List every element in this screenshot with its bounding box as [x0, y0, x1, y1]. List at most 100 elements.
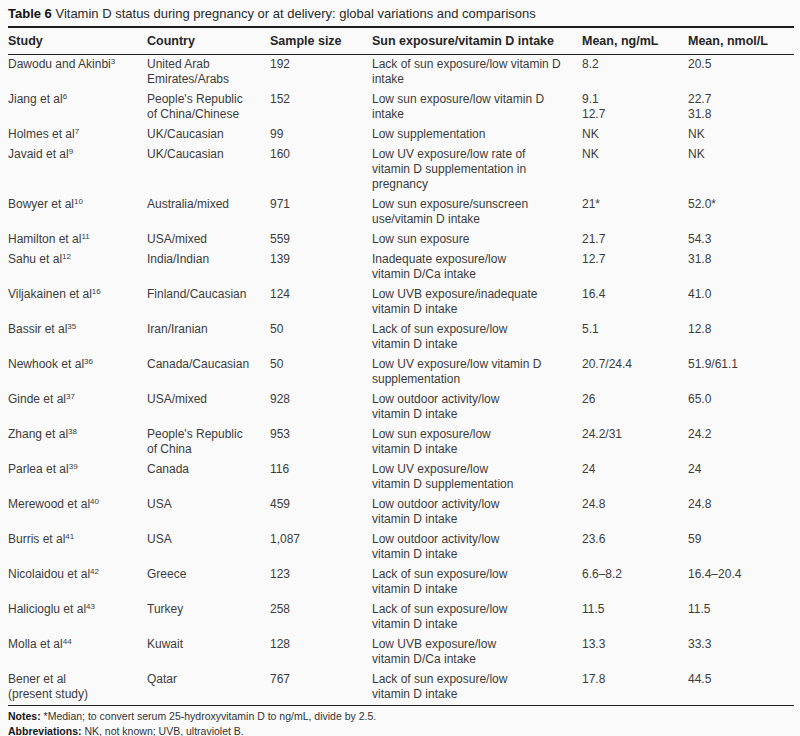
- study-name: Newhook et al: [8, 357, 84, 371]
- mean-nmol-cell: 52.0*: [688, 195, 794, 230]
- table-row: Viljakainen et al16 Finland/Caucasian 12…: [8, 285, 794, 320]
- study-reference-superscript: 44: [63, 637, 72, 646]
- column-header-mean-nmol: Mean, nmol/L: [688, 27, 794, 55]
- sun-exposure-cell: Lack of sun exposure/low vitamin D intak…: [372, 565, 582, 600]
- study-reference-superscript: 9: [69, 147, 73, 156]
- column-header-country: Country: [147, 27, 270, 55]
- sample-size-cell: 459: [270, 495, 372, 530]
- study-reference-superscript: 42: [90, 567, 99, 576]
- study-name: Zhang et al: [8, 427, 68, 441]
- sample-size-cell: 152: [270, 90, 372, 125]
- sun-exposure-cell: Low outdoor activity/low vitamin D intak…: [372, 390, 582, 425]
- sample-size-cell: 971: [270, 195, 372, 230]
- notes-text: *Median; to convert serum 25-hydroxyvita…: [41, 710, 377, 722]
- study-reference-superscript: 43: [86, 602, 95, 611]
- study-name: Parlea et al: [8, 462, 69, 476]
- table-header: Study Country Sample size Sun exposure/v…: [8, 27, 794, 55]
- table-number-label: Table 6: [8, 6, 52, 21]
- study-cell: Nicolaidou et al42: [8, 565, 147, 600]
- country-cell: Canada/Caucasian: [147, 355, 270, 390]
- study-name: Bowyer et al: [8, 197, 74, 211]
- vitamin-d-status-table: Study Country Sample size Sun exposure/v…: [8, 26, 794, 706]
- study-name: Jiang et al: [8, 92, 63, 106]
- paper-page: Table 6 Vitamin D status during pregnanc…: [0, 0, 800, 736]
- study-reference-superscript: 11: [81, 232, 89, 241]
- study-name: Bassir et al: [8, 322, 67, 336]
- mean-nmol-cell: 51.9/61.1: [688, 355, 794, 390]
- mean-nmol-cell: 54.3: [688, 230, 794, 250]
- country-cell: UK/Caucasian: [147, 125, 270, 145]
- study-name: Sahu et al: [8, 252, 62, 266]
- abbreviations-label: Abbreviations:: [8, 725, 82, 736]
- mean-ng-cell: 12.7: [582, 250, 688, 285]
- study-cell: Jiang et al6: [8, 90, 147, 125]
- country-cell: Turkey: [147, 600, 270, 635]
- sample-size-cell: 1,087: [270, 530, 372, 565]
- mean-nmol-cell: 44.5: [688, 670, 794, 706]
- study-cell: Dawodu and Akinbi3: [8, 55, 147, 91]
- sun-exposure-cell: Low outdoor activity/low vitamin D intak…: [372, 495, 582, 530]
- mean-ng-cell: NK: [582, 125, 688, 145]
- mean-ng-cell: 24: [582, 460, 688, 495]
- table-row: Merewood et al40 USA 459 Low outdoor act…: [8, 495, 794, 530]
- mean-nmol-cell: 59: [688, 530, 794, 565]
- study-cell: Halicioglu et al43: [8, 600, 147, 635]
- sun-exposure-cell: Low UV exposure/low vitamin D supplement…: [372, 355, 582, 390]
- country-cell: USA/mixed: [147, 390, 270, 425]
- mean-ng-cell: 21*: [582, 195, 688, 230]
- study-reference-superscript: 39: [69, 462, 78, 471]
- sun-exposure-cell: Low UV exposure/low rate of vitamin D su…: [372, 145, 582, 195]
- mean-ng-cell: 6.6–8.2: [582, 565, 688, 600]
- study-name: Bener et al (present study): [8, 672, 88, 701]
- country-cell: Greece: [147, 565, 270, 600]
- table-row: Hamilton et al11 USA/mixed 559 Low sun e…: [8, 230, 794, 250]
- study-reference-superscript: 35: [67, 322, 76, 331]
- study-cell: Viljakainen et al16: [8, 285, 147, 320]
- sun-exposure-cell: Inadequate exposure/low vitamin D/Ca int…: [372, 250, 582, 285]
- study-name: Merewood et al: [8, 497, 90, 511]
- table-row: Parlea et al39 Canada 116 Low UV exposur…: [8, 460, 794, 495]
- mean-nmol-cell: 65.0: [688, 390, 794, 425]
- study-cell: Bassir et al35: [8, 320, 147, 355]
- country-cell: Iran/Iranian: [147, 320, 270, 355]
- table-header-row: Study Country Sample size Sun exposure/v…: [8, 27, 794, 55]
- table-title-text: Vitamin D status during pregnancy or at …: [52, 6, 536, 21]
- study-cell: Holmes et al7: [8, 125, 147, 145]
- sun-exposure-cell: Low sun exposure/low vitamin D intake: [372, 425, 582, 460]
- study-cell: Burris et al41: [8, 530, 147, 565]
- study-name: Hamilton et al: [8, 232, 81, 246]
- study-reference-superscript: 38: [68, 427, 77, 436]
- mean-ng-cell: 11.5: [582, 600, 688, 635]
- mean-nmol-cell: 12.8: [688, 320, 794, 355]
- sun-exposure-cell: Low sun exposure: [372, 230, 582, 250]
- mean-nmol-cell: 41.0: [688, 285, 794, 320]
- mean-ng-cell: 20.7/24.4: [582, 355, 688, 390]
- table-row: Halicioglu et al43 Turkey 258 Lack of su…: [8, 600, 794, 635]
- study-name: Ginde et al: [8, 392, 66, 406]
- study-cell: Merewood et al40: [8, 495, 147, 530]
- study-reference-superscript: 41: [65, 532, 74, 541]
- study-reference-superscript: 40: [90, 497, 99, 506]
- table-row: Ginde et al37 USA/mixed 928 Low outdoor …: [8, 390, 794, 425]
- notes-line: Notes: *Median; to convert serum 25-hydr…: [8, 709, 793, 736]
- table-body: Dawodu and Akinbi3 United Arab Emirates/…: [8, 55, 794, 706]
- sun-exposure-cell: Low supplementation: [372, 125, 582, 145]
- sun-exposure-cell: Low UVB exposure/inadequate vitamin D in…: [372, 285, 582, 320]
- sample-size-cell: 767: [270, 670, 372, 706]
- column-header-mean-ng: Mean, ng/mL: [582, 27, 688, 55]
- mean-ng-cell: 9.1 12.7: [582, 90, 688, 125]
- sample-size-cell: 116: [270, 460, 372, 495]
- sample-size-cell: 953: [270, 425, 372, 460]
- mean-nmol-cell: 24: [688, 460, 794, 495]
- mean-ng-cell: 26: [582, 390, 688, 425]
- study-name: Javaid et al: [8, 147, 69, 161]
- sun-exposure-cell: Lack of sun exposure/low vitamin D intak…: [372, 55, 582, 91]
- mean-nmol-cell: 11.5: [688, 600, 794, 635]
- study-cell: Newhook et al36: [8, 355, 147, 390]
- mean-nmol-cell: 22.7 31.8: [688, 90, 794, 125]
- mean-nmol-cell: 33.3: [688, 635, 794, 670]
- sun-exposure-cell: Low outdoor activity/low vitamin D intak…: [372, 530, 582, 565]
- country-cell: USA: [147, 530, 270, 565]
- sun-exposure-cell: Lack of sun exposure/low vitamin D intak…: [372, 600, 582, 635]
- sample-size-cell: 928: [270, 390, 372, 425]
